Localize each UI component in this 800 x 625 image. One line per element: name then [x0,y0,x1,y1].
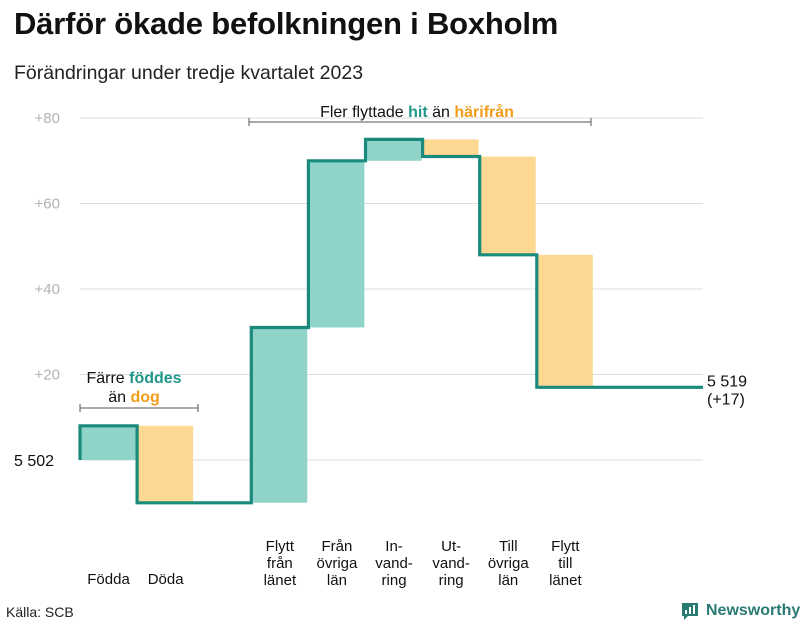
bar-increase [252,327,308,503]
bar-increase [309,160,365,328]
bar-decrease [537,254,593,388]
category-label: ring [439,572,464,589]
annotation-bracket-top [248,118,592,126]
grid-lines [80,117,703,461]
category-label: länet [549,572,582,589]
category-label: från [267,555,293,572]
category-label: Födda [87,571,130,588]
bars [81,139,593,503]
category-label: län [498,572,518,589]
annotation-more-moved-here: Fler flyttade hit än härifrån [320,103,514,121]
y-tick-label: +40 [35,281,60,298]
bar-decrease [423,139,479,157]
annotation-fewer-born: Färre föddes [86,370,181,387]
category-label: övriga [488,555,530,572]
bar-decrease [480,156,536,255]
end-value-label: 5 519 [707,373,747,390]
bar-increase [366,139,422,161]
y-tick-label: +80 [35,110,60,127]
category-label: In- [385,538,403,555]
y-tick-label: +20 [35,367,60,384]
category-label: Från [322,538,353,555]
category-label: Döda [148,571,185,588]
category-label: övriga [317,555,359,572]
category-label: Flytt [266,538,295,555]
category-label: ring [382,572,407,589]
source-note: Källa: SCB [6,604,74,620]
brand-logo: Newsworthy [680,601,800,621]
category-label: länet [264,572,297,589]
chart-subtitle: Förändringar under tredje kvartalet 2023 [14,62,364,84]
y-tick-label: +60 [35,196,60,213]
brand-name: Newsworthy [706,602,800,619]
category-label: län [327,572,347,589]
annotation-bracket-left [79,404,199,412]
category-label: Ut- [441,538,461,555]
category-label: Till [499,538,518,555]
annotation-than-died: än dog [108,389,160,406]
cumulative-step-line [78,137,703,505]
step-line [78,137,703,505]
category-label: Flytt [551,538,580,555]
category-label: vand- [432,555,470,572]
category-label: till [558,555,572,572]
bar-increase [81,425,136,460]
bar-decrease [138,425,194,503]
chart-title: Därför ökade befolkningen i Boxholm [14,6,559,41]
bar-chart-logo-icon [682,603,698,620]
start-value-label: 5 502 [14,453,54,470]
category-label: vand- [375,555,413,572]
end-change-label: (+17) [707,391,745,408]
